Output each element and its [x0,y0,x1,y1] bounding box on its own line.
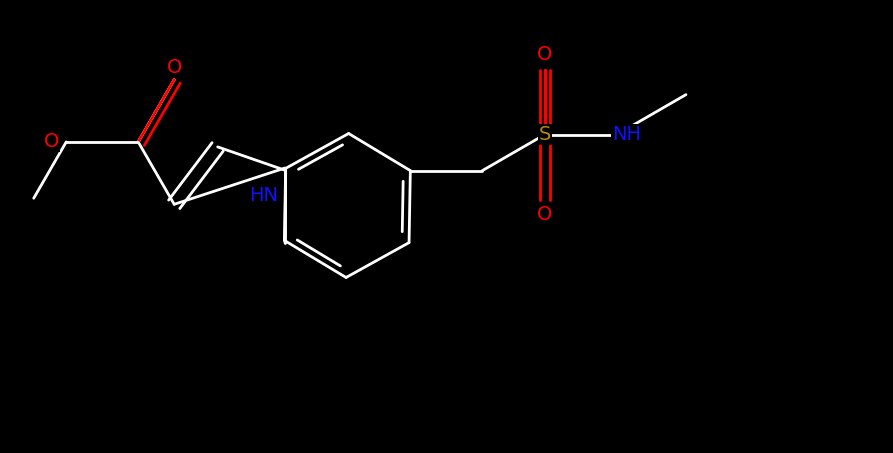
Text: O: O [537,45,553,64]
Text: NH: NH [613,125,641,144]
Text: O: O [537,205,553,224]
Text: S: S [538,125,551,144]
Text: HN: HN [249,186,279,205]
Text: O: O [44,132,59,151]
Text: O: O [166,58,182,77]
